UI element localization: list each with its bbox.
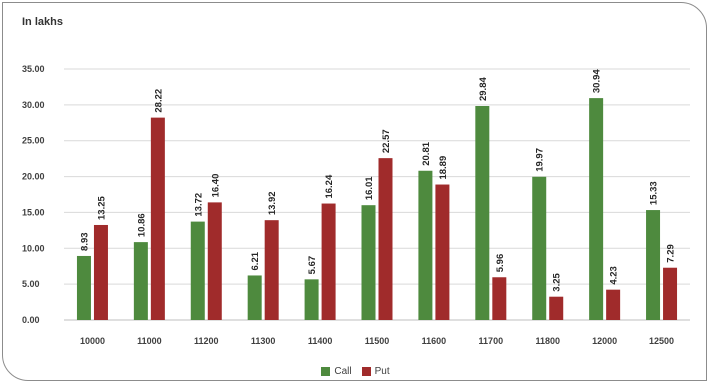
x-tick-label: 11200 — [194, 336, 219, 346]
bar-put-11700 — [492, 277, 507, 320]
legend-label-put: Put — [374, 366, 390, 377]
data-label-call-11600: 20.81 — [421, 141, 432, 165]
data-label-call-11400: 5.67 — [307, 256, 318, 275]
x-tick-label: 11400 — [308, 336, 333, 346]
y-tick-label: 25.00 — [22, 136, 45, 146]
y-tick-label: 15.00 — [22, 207, 45, 217]
data-label-put-11500: 22.57 — [381, 129, 392, 153]
bar-put-11500 — [378, 158, 393, 320]
bar-call-11500 — [361, 205, 376, 320]
data-label-put-11600: 18.89 — [438, 156, 449, 180]
y-tick-label: 35.00 — [22, 64, 45, 74]
data-label-call-11200: 13.72 — [193, 193, 204, 217]
y-tick-label: 20.00 — [22, 172, 45, 182]
data-label-call-11700: 29.84 — [478, 77, 489, 101]
data-label-put-11000: 28.22 — [153, 89, 164, 113]
bar-call-10000 — [76, 255, 91, 320]
data-label-call-10000: 8.93 — [79, 232, 90, 251]
bar-put-11600 — [435, 184, 450, 320]
data-label-put-11800: 3.25 — [552, 272, 563, 291]
legend-swatch-put — [361, 367, 371, 376]
y-tick-label: 30.00 — [22, 100, 45, 110]
bar-put-11800 — [549, 296, 564, 320]
bar-put-12000 — [606, 289, 621, 320]
bar-call-12000 — [589, 98, 604, 320]
bar-put-11300 — [264, 220, 279, 320]
bar-call-11300 — [247, 275, 262, 320]
data-label-call-11500: 16.01 — [364, 176, 375, 200]
x-tick-label: 10000 — [80, 336, 105, 346]
data-label-put-10000: 13.25 — [96, 195, 107, 219]
y-axis-unit-label: In lakhs — [22, 16, 63, 28]
bar-call-11400 — [304, 279, 319, 320]
data-label-put-12000: 4.23 — [609, 266, 620, 285]
bar-put-11200 — [207, 202, 222, 320]
legend-label-call: Call — [334, 366, 352, 377]
legend-item-put: Put — [361, 366, 390, 377]
x-tick-label: 11000 — [137, 336, 162, 346]
bar-call-11800 — [532, 176, 547, 320]
bar-call-11700 — [475, 106, 490, 320]
y-tick-label: 0.00 — [22, 315, 40, 325]
x-tick-label: 11600 — [422, 336, 447, 346]
data-label-call-12500: 15.33 — [649, 181, 660, 205]
bar-call-11600 — [418, 170, 433, 320]
bar-put-11000 — [150, 117, 165, 320]
x-tick-label: 11500 — [365, 336, 390, 346]
bar-put-12500 — [663, 267, 678, 320]
bar-call-11000 — [133, 242, 148, 320]
data-label-put-11300: 13.92 — [267, 191, 278, 215]
data-label-call-12000: 30.94 — [592, 69, 603, 93]
y-tick-label: 5.00 — [22, 279, 40, 289]
x-tick-label: 11300 — [251, 336, 276, 346]
bar-call-12500 — [646, 210, 661, 320]
legend: Call Put — [0, 366, 711, 377]
data-label-put-11200: 16.40 — [210, 174, 221, 198]
data-label-call-11000: 10.86 — [136, 213, 147, 237]
x-tick-label: 12500 — [649, 336, 674, 346]
x-tick-label: 12000 — [592, 336, 617, 346]
x-tick-label: 11700 — [479, 336, 504, 346]
bar-put-11400 — [321, 203, 336, 320]
data-label-put-11700: 5.96 — [495, 254, 506, 273]
data-label-put-12500: 7.29 — [666, 244, 677, 263]
legend-swatch-call — [321, 367, 331, 376]
legend-item-call: Call — [321, 366, 352, 377]
data-label-put-11400: 16.24 — [324, 174, 335, 198]
x-tick-label: 11800 — [535, 336, 560, 346]
y-tick-label: 10.00 — [22, 243, 45, 253]
bar-put-10000 — [93, 224, 108, 320]
bar-call-11200 — [190, 221, 205, 320]
data-label-call-11300: 6.21 — [250, 251, 261, 270]
data-label-call-11800: 19.97 — [535, 148, 546, 172]
